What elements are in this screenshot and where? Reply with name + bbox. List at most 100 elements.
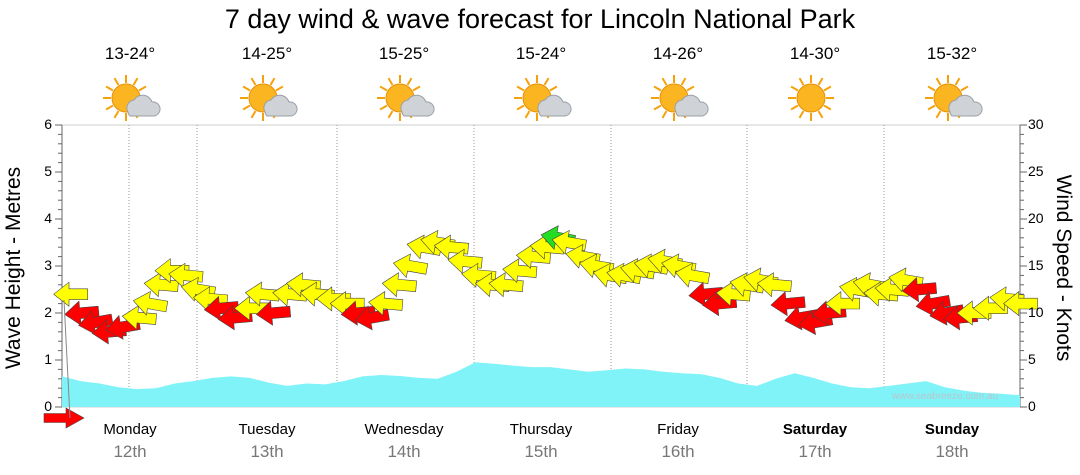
- day-temperature: 13-24°: [104, 44, 156, 63]
- sun-ray: [935, 110, 942, 119]
- wind-arrow: [233, 295, 269, 321]
- sun-ray: [105, 85, 114, 92]
- sun-ray: [661, 77, 668, 86]
- sun-ray: [138, 85, 147, 92]
- sun-ray: [680, 77, 687, 86]
- wind-arrows: [53, 225, 1038, 345]
- sun-ray: [954, 77, 961, 86]
- sun-ray: [269, 77, 276, 86]
- sun-ray: [516, 104, 525, 111]
- wind-arrow: [901, 277, 938, 303]
- sun-ray: [387, 110, 394, 119]
- plot-frame: [61, 124, 1021, 408]
- sun-ray: [790, 104, 799, 111]
- day-name: Wednesday: [364, 421, 444, 438]
- day-temperature: 15-25°: [378, 44, 430, 63]
- wind-arrow: [143, 272, 179, 298]
- wind-arrow: [132, 290, 169, 316]
- right-tick-label: 5: [1028, 351, 1036, 367]
- chart-title: 7 day wind & wave forecast for Lincoln N…: [224, 4, 856, 34]
- wind-arrow: [381, 272, 417, 298]
- sun-ray: [823, 104, 832, 111]
- sun-cloud-icon: [240, 75, 298, 121]
- left-tick-label: 4: [44, 210, 52, 226]
- day-date: 17th: [798, 442, 832, 461]
- wind-legend-arrow: [43, 407, 85, 429]
- sun-cloud-icon: [514, 75, 572, 121]
- left-tick-label: 6: [44, 116, 52, 132]
- cloud-shape: [126, 94, 161, 117]
- sun-ray: [653, 85, 662, 92]
- wind-arrow: [915, 291, 951, 317]
- day-name: Friday: [657, 421, 699, 438]
- day-date: 16th: [661, 442, 695, 461]
- wind-arrow: [53, 281, 88, 307]
- right-tick-label: 10: [1028, 304, 1044, 320]
- sun-ray: [379, 85, 388, 92]
- sun-ray: [387, 77, 394, 86]
- legend-leader-line: [63, 299, 71, 419]
- sun-ray: [250, 110, 257, 119]
- wind-arrow: [368, 290, 404, 317]
- wave-height-area: [62, 362, 1020, 407]
- day-temperature: 14-26°: [652, 44, 704, 63]
- sun-ray: [661, 110, 668, 119]
- day-temperature: 15-24°: [515, 44, 567, 63]
- sun-ray: [242, 104, 251, 111]
- day-date: 15th: [524, 442, 558, 461]
- wind-arrow: [255, 300, 292, 326]
- wind-arrow: [825, 290, 860, 317]
- sun-ray: [817, 77, 824, 86]
- sun-ray: [250, 77, 257, 86]
- sun-ray: [823, 85, 832, 92]
- day-name: Thursday: [509, 421, 573, 438]
- wind-arrow: [78, 310, 114, 336]
- sun-ray: [935, 77, 942, 86]
- day-name: Sunday: [924, 421, 980, 438]
- day-name: Tuesday: [238, 421, 296, 438]
- sun-ray: [113, 110, 120, 119]
- day-name: Saturday: [782, 421, 848, 438]
- sun-ray: [524, 110, 531, 119]
- day-temperature: 14-25°: [241, 44, 293, 63]
- left-tick-label: 3: [44, 257, 52, 273]
- sun-ray: [113, 77, 120, 86]
- sun-ray: [686, 85, 695, 92]
- sun-ray: [817, 110, 824, 119]
- right-tick-label: 30: [1028, 116, 1044, 132]
- sun-disc: [796, 83, 826, 113]
- day-date: 12th: [113, 442, 147, 461]
- sun-cloud-icon: [377, 75, 435, 121]
- credit-text: www.seabreeze.com.au: [892, 391, 999, 402]
- left-axis-title: Wave Height - Metres: [2, 166, 25, 370]
- wind-arrow: [316, 286, 351, 312]
- wind-arrow: [64, 300, 100, 326]
- wind-arrow: [392, 253, 429, 279]
- sun-ray: [275, 85, 284, 92]
- sun-ray: [412, 85, 421, 92]
- sun-cloud-icon: [651, 75, 709, 121]
- left-tick-label: 2: [44, 304, 52, 320]
- day-temperature: 15-32°: [926, 44, 978, 63]
- sun-ray: [927, 104, 936, 111]
- right-tick-label: 20: [1028, 210, 1044, 226]
- day-date: 18th: [935, 442, 969, 461]
- day-name: Monday: [103, 421, 157, 438]
- cloud-shape: [263, 94, 298, 117]
- sun-ray: [653, 104, 662, 111]
- wind-arrow: [770, 291, 806, 317]
- wind-arrow: [688, 281, 724, 307]
- sun-ray: [105, 104, 114, 111]
- right-tick-label: 25: [1028, 163, 1044, 179]
- cloud-shape: [400, 94, 435, 117]
- sun-ray: [242, 85, 251, 92]
- left-tick-label: 1: [44, 351, 52, 367]
- sun-ray: [379, 104, 388, 111]
- sun-ray: [132, 77, 139, 86]
- sun-ray: [524, 77, 531, 86]
- sun-ray: [798, 77, 805, 86]
- sun-cloud-icon: [925, 75, 983, 121]
- left-tick-label: 0: [44, 398, 52, 414]
- wind-arrow: [674, 262, 711, 288]
